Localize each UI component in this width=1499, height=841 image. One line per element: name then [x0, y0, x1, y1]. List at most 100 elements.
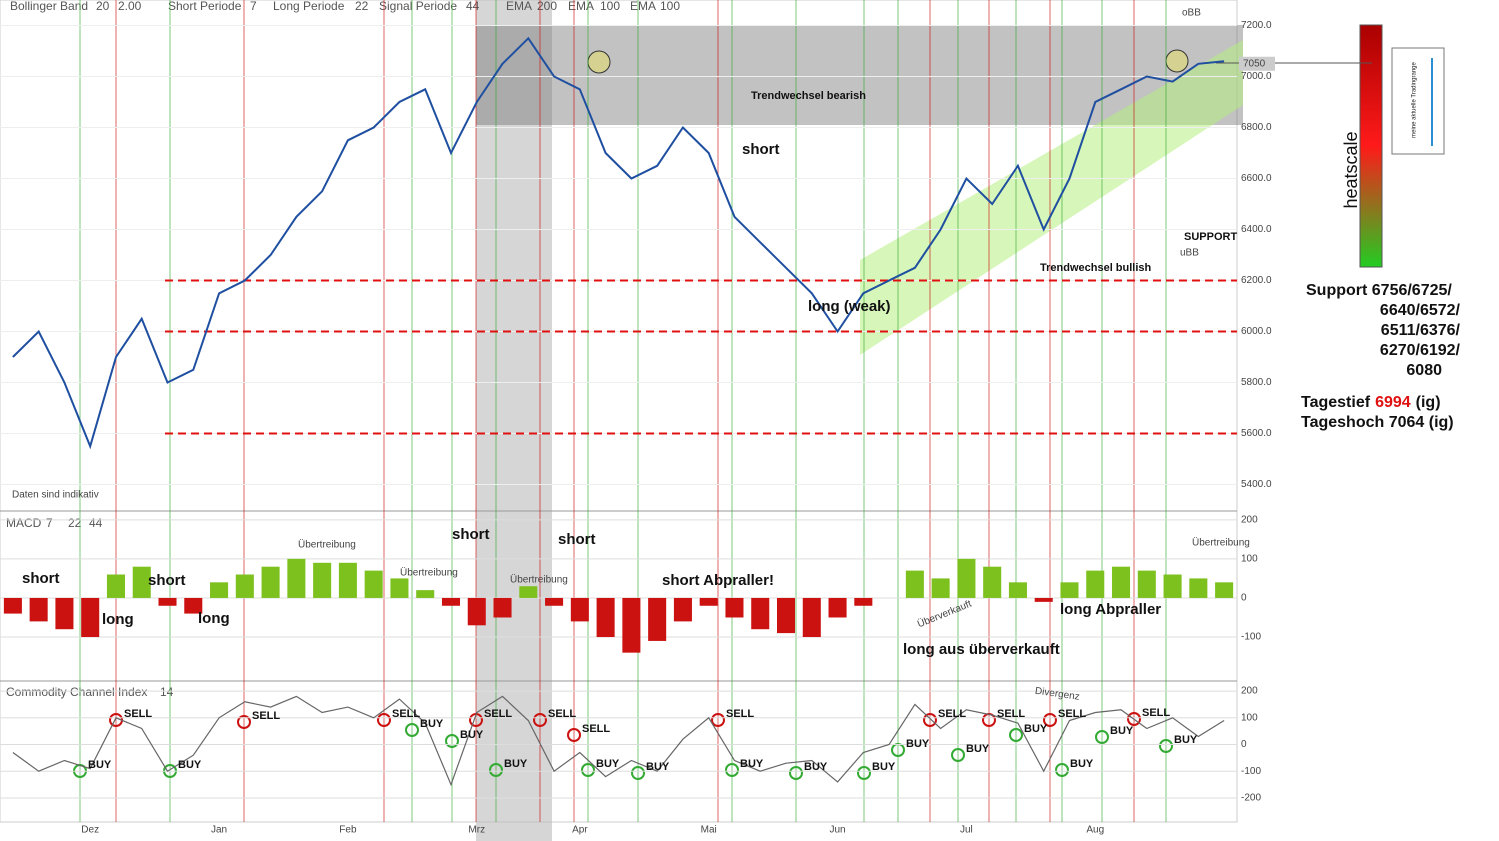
histogram-bar [364, 570, 383, 598]
support-levels: 6270/6192/ [1380, 342, 1461, 359]
annotation: BUY [596, 758, 620, 770]
annotation: BUY [1070, 758, 1094, 770]
annotation: SELL [548, 708, 576, 720]
histogram-bar [81, 597, 100, 638]
histogram-bar [467, 597, 486, 626]
tagestief: Tagestief 6994 (ig) [1301, 394, 1441, 411]
histogram-bar [390, 578, 409, 598]
resistance-zone [476, 25, 1243, 125]
legend-item: 100 [660, 0, 680, 13]
histogram-bar [210, 582, 229, 598]
legend-item: EMA [506, 0, 532, 13]
histogram-bar [416, 590, 435, 598]
y-tick-label: 6600.0 [1241, 173, 1272, 184]
legend-item: 20 [96, 0, 110, 13]
histogram-bar [55, 597, 74, 630]
annotation: short [148, 572, 186, 589]
histogram-bar [132, 566, 151, 598]
histogram-bar [261, 566, 280, 598]
signal-circle [711, 713, 725, 727]
x-tick-label: Mrz [468, 825, 485, 836]
histogram-bar [1137, 570, 1156, 598]
x-tick-label: Aug [1086, 825, 1104, 836]
annotation: long Abpraller [1060, 601, 1161, 618]
tagestief-part: 6994 [1375, 394, 1411, 411]
y-tick-label: -100 [1241, 766, 1261, 777]
legend-item: 2.00 [118, 0, 142, 13]
y-tick-label: 6800.0 [1241, 122, 1272, 133]
support-levels: Support 6756/6725/ [1306, 282, 1452, 299]
signal-circle [631, 766, 645, 780]
histogram-bar [983, 566, 1002, 598]
tradingrange-label: meine aktuelle Tradingrange [1412, 61, 1418, 137]
marker-circle [587, 50, 611, 74]
histogram-bar [622, 597, 641, 653]
annotation: BUY [88, 759, 112, 771]
legend-item: 7 [46, 516, 53, 530]
annotation: Trendwechsel bearish [751, 90, 866, 102]
legend-item: 7 [250, 0, 257, 13]
signal-circle [1095, 730, 1109, 744]
x-tick-label: Jun [829, 825, 845, 836]
y-tick-label: 0 [1241, 739, 1247, 750]
y-tick-label: -200 [1241, 793, 1261, 804]
histogram-bar [3, 597, 22, 614]
signal-circle [405, 723, 419, 737]
price-tag-box [1239, 56, 1275, 71]
annotation: long [198, 610, 230, 627]
y-tick-label: 5400.0 [1241, 479, 1272, 490]
tradingrange-box [1391, 47, 1445, 155]
plot-frame [0, 0, 1238, 823]
histogram-bar [1086, 570, 1105, 598]
annotation: Trendwechsel bullish [1040, 262, 1152, 274]
price-tag: 7050 [1243, 58, 1266, 69]
annotation: Daten sind indikativ [12, 490, 99, 501]
histogram-bar [699, 597, 718, 606]
histogram-bar [287, 558, 306, 598]
annotation: Übertreibung [400, 567, 458, 579]
annotation: Übertreibung [510, 574, 568, 586]
annotation: short [22, 570, 60, 587]
histogram-bar [1060, 582, 1079, 598]
histogram-bar [828, 597, 847, 618]
x-tick-label: Jul [960, 825, 973, 836]
histogram-bar [570, 597, 589, 622]
tagestief-part: (ig) [1416, 394, 1441, 411]
annotation: long [102, 611, 134, 628]
heatscale-label: heatscale [1341, 131, 1361, 208]
series-line [12, 695, 1225, 787]
signal-circle [1055, 763, 1069, 777]
annotation: SELL [252, 710, 280, 722]
histogram-bar [802, 597, 821, 638]
annotation: SELL [997, 708, 1025, 720]
annotation: short [452, 526, 490, 543]
heatscale-bar [1359, 24, 1383, 268]
histogram-bar [441, 597, 461, 606]
histogram-bar [1008, 582, 1027, 598]
legend-item: 22 [355, 0, 369, 13]
histogram-bar [519, 586, 538, 598]
y-tick-label: -100 [1241, 632, 1261, 643]
y-tick-label: 0 [1241, 593, 1247, 604]
signal-circle [377, 713, 391, 727]
annotation: BUY [1174, 734, 1198, 746]
annotation: BUY [966, 743, 990, 755]
trend-channel [860, 40, 1243, 355]
histogram-bar [29, 597, 48, 622]
histogram-bar [158, 597, 177, 606]
signal-circle [1043, 713, 1057, 727]
annotation: SELL [484, 708, 512, 720]
annotation: long aus überverkauft [903, 641, 1060, 658]
histogram-bar [1112, 566, 1131, 598]
y-tick-label: 5800.0 [1241, 377, 1272, 388]
annotation: BUY [906, 738, 930, 750]
legend-item: 100 [600, 0, 620, 13]
histogram-bar [1163, 574, 1182, 598]
annotation: short [742, 141, 780, 158]
legend-item: 44 [466, 0, 480, 13]
signal-circle [489, 763, 503, 777]
y-tick-label: 5600.0 [1241, 428, 1272, 439]
histogram-bar [776, 597, 796, 634]
annotation: Übertreibung [298, 539, 356, 551]
y-tick-label: 6400.0 [1241, 224, 1272, 235]
